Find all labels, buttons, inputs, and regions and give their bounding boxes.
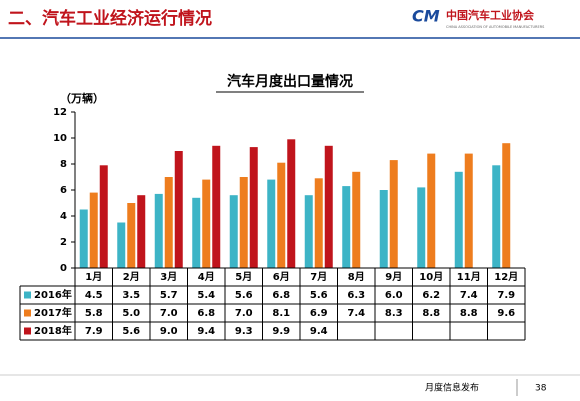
bar bbox=[99, 165, 108, 268]
bar bbox=[154, 193, 163, 268]
bar bbox=[192, 197, 201, 268]
table-value: 8.8 bbox=[422, 308, 440, 319]
bar bbox=[314, 178, 323, 268]
x-tick-label: 10月 bbox=[419, 271, 443, 283]
x-tick-label: 3月 bbox=[160, 271, 177, 283]
table-value: 7.0 bbox=[235, 308, 253, 319]
bar bbox=[287, 139, 296, 268]
bar bbox=[342, 186, 351, 268]
bar bbox=[137, 195, 146, 268]
bar bbox=[492, 165, 501, 268]
bar bbox=[379, 190, 388, 268]
table-value: 6.2 bbox=[422, 290, 440, 301]
y-axis-label: （万辆） bbox=[60, 91, 104, 105]
legend-label: 2017年 bbox=[34, 306, 72, 319]
y-tick-label: 4 bbox=[60, 211, 67, 222]
y-tick-label: 0 bbox=[60, 263, 67, 274]
table-value: 9.0 bbox=[160, 326, 178, 337]
table-value: 6.9 bbox=[310, 308, 328, 319]
bar bbox=[427, 153, 436, 268]
logo-text: 中国汽车工业协会 bbox=[446, 8, 535, 22]
table-value: 6.3 bbox=[347, 290, 365, 301]
table-value: 5.6 bbox=[310, 290, 328, 301]
table-value: 9.6 bbox=[497, 308, 515, 319]
table-value: 5.7 bbox=[160, 290, 178, 301]
legend-swatch bbox=[24, 309, 31, 317]
bar bbox=[89, 192, 98, 268]
bar bbox=[417, 187, 426, 268]
table-value: 4.5 bbox=[85, 290, 103, 301]
footer-text: 月度信息发布 bbox=[425, 382, 479, 394]
table-value: 7.4 bbox=[460, 290, 478, 301]
bar bbox=[267, 179, 276, 268]
x-tick-label: 12月 bbox=[494, 271, 518, 283]
table-value: 8.1 bbox=[272, 308, 290, 319]
bar bbox=[352, 171, 361, 268]
y-tick-label: 2 bbox=[60, 237, 67, 248]
x-tick-label: 4月 bbox=[198, 271, 215, 283]
y-tick-label: 6 bbox=[60, 185, 67, 196]
table-value: 6.0 bbox=[385, 290, 403, 301]
legend-swatch bbox=[24, 327, 31, 335]
table-value: 9.4 bbox=[197, 326, 215, 337]
x-tick-label: 8月 bbox=[348, 271, 365, 283]
logo-mark: CM bbox=[412, 7, 440, 26]
legend-label: 2018年 bbox=[34, 324, 72, 337]
bar bbox=[277, 162, 286, 268]
table-value: 8.3 bbox=[385, 308, 403, 319]
table-value: 5.6 bbox=[122, 326, 140, 337]
bar bbox=[127, 203, 136, 268]
bar bbox=[239, 177, 248, 268]
table-value: 7.9 bbox=[497, 290, 515, 301]
bar bbox=[454, 171, 463, 268]
slide-title: 二、汽车工业经济运行情况 bbox=[8, 8, 212, 29]
table-value: 3.5 bbox=[122, 290, 140, 301]
table-value: 5.8 bbox=[85, 308, 103, 319]
table-value: 7.4 bbox=[347, 308, 365, 319]
y-tick-label: 8 bbox=[60, 159, 67, 170]
bar bbox=[249, 147, 258, 268]
table-value: 9.9 bbox=[272, 326, 290, 337]
bar bbox=[164, 177, 173, 268]
x-tick-label: 6月 bbox=[273, 271, 290, 283]
x-tick-label: 5月 bbox=[235, 271, 252, 283]
bar bbox=[324, 145, 333, 268]
table-value: 7.0 bbox=[160, 308, 178, 319]
x-tick-label: 2月 bbox=[123, 271, 140, 283]
table-value: 6.8 bbox=[272, 290, 290, 301]
table-value: 7.9 bbox=[85, 326, 103, 337]
legend-swatch bbox=[24, 291, 31, 299]
bar bbox=[202, 179, 211, 268]
table-value: 8.8 bbox=[460, 308, 478, 319]
x-tick-label: 11月 bbox=[457, 271, 481, 283]
page-number: 38 bbox=[535, 384, 547, 394]
bar bbox=[304, 195, 313, 268]
x-tick-label: 7月 bbox=[310, 271, 327, 283]
table-value: 5.6 bbox=[235, 290, 253, 301]
chart-title: 汽车月度出口量情况 bbox=[227, 73, 353, 90]
x-tick-label: 1月 bbox=[85, 271, 102, 283]
bar bbox=[212, 145, 221, 268]
x-tick-label: 9月 bbox=[385, 271, 402, 283]
bar bbox=[229, 195, 238, 268]
table-value: 5.4 bbox=[197, 290, 215, 301]
logo-subtitle: CHINA ASSOCIATION OF AUTOMOBILE MANUFACT… bbox=[446, 25, 545, 29]
bar bbox=[389, 160, 398, 268]
bar bbox=[117, 222, 126, 268]
table-value: 9.3 bbox=[235, 326, 253, 337]
bar bbox=[174, 151, 183, 268]
bar bbox=[502, 143, 511, 268]
table-value: 5.0 bbox=[122, 308, 140, 319]
bar bbox=[79, 209, 88, 268]
table-value: 6.8 bbox=[197, 308, 215, 319]
table-value: 9.4 bbox=[310, 326, 328, 337]
bar bbox=[464, 153, 473, 268]
y-tick-label: 12 bbox=[53, 107, 67, 118]
y-tick-label: 10 bbox=[53, 133, 67, 144]
legend-label: 2016年 bbox=[34, 288, 72, 301]
